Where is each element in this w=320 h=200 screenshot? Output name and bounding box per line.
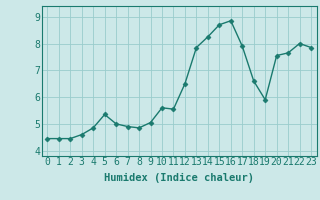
X-axis label: Humidex (Indice chaleur): Humidex (Indice chaleur) [104, 173, 254, 183]
